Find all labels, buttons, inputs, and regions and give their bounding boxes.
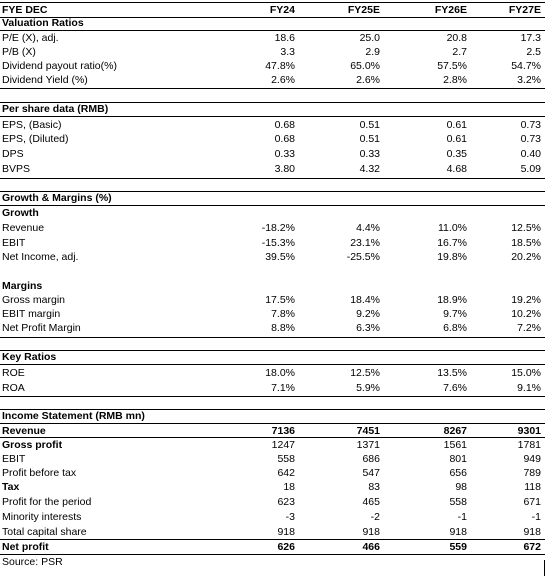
table-row: Revenue 7136 7451 8267 9301 <box>2 425 541 437</box>
edge-mark <box>544 560 545 576</box>
table-row: EPS, (Diluted) 0.68 0.51 0.61 0.73 <box>2 133 541 145</box>
section-rule <box>0 30 545 31</box>
table-row: EBIT -15.3% 23.1% 16.7% 18.5% <box>2 237 541 249</box>
table-row: P/E (X), adj. 18.6 25.0 20.8 17.3 <box>2 32 541 44</box>
section-rule <box>0 337 545 338</box>
section-rule <box>0 423 545 424</box>
section-rule <box>0 364 545 365</box>
table-row: Tax 18 83 98 118 <box>2 481 541 493</box>
header-rule <box>0 17 545 18</box>
top-rule <box>0 2 545 3</box>
section-rule <box>0 409 545 410</box>
table-row: Net Profit Margin 8.8% 6.3% 6.8% 7.2% <box>2 322 541 334</box>
section-rule <box>0 350 545 351</box>
bottom-rule <box>0 554 545 555</box>
section-title-per-share: Per share data (RMB) <box>2 103 109 115</box>
year-fy25e: FY25E <box>347 4 380 16</box>
section-title-income-statement: Income Statement (RMB mn) <box>2 410 145 422</box>
section-rule <box>0 205 545 206</box>
section-rule <box>0 396 545 397</box>
subsection-title-margins: Margins <box>2 280 43 292</box>
header-row: FYE DEC FY24 FY25E FY26E FY27E <box>0 3 545 17</box>
table-row: Dividend payout ratio(%) 47.8% 65.0% 57.… <box>2 60 541 72</box>
section-rule <box>0 88 545 89</box>
table-row: Profit for the period 623 465 558 671 <box>2 496 541 508</box>
section-rule <box>0 116 545 117</box>
table-row: Profit before tax 642 547 656 789 <box>2 467 541 479</box>
year-fy26e: FY26E <box>434 4 467 16</box>
table-row: Minority interests -3 -2 -1 -1 <box>2 511 541 523</box>
section-title-growth-margins: Growth & Margins (%) <box>2 192 112 204</box>
section-title-valuation: Valuation Ratios <box>2 17 84 29</box>
section-title-key-ratios: Key Ratios <box>2 351 57 363</box>
year-fy27e: FY27E <box>508 4 541 16</box>
table-row: Gross margin 17.5% 18.4% 18.9% 19.2% <box>2 294 541 306</box>
table-row: Revenue -18.2% 4.4% 11.0% 12.5% <box>2 222 541 234</box>
table-row: ROA 7.1% 5.9% 7.6% 9.1% <box>2 382 541 394</box>
source-note: Source: PSR <box>2 556 63 568</box>
table-row: EBIT 558 686 801 949 <box>2 453 541 465</box>
row-rule <box>0 539 545 540</box>
table-row: EPS, (Basic) 0.68 0.51 0.61 0.73 <box>2 119 541 131</box>
table-row: DPS 0.33 0.33 0.35 0.40 <box>2 148 541 160</box>
section-rule <box>0 191 545 192</box>
table-row: P/B (X) 3.3 2.9 2.7 2.5 <box>2 46 541 58</box>
table-row: Gross profit 1247 1371 1561 1781 <box>2 439 541 451</box>
subsection-title-growth: Growth <box>2 207 39 219</box>
table-row: BVPS 3.80 4.32 4.68 5.09 <box>2 163 541 175</box>
row-rule <box>0 437 545 438</box>
table-row: Dividend Yield (%) 2.6% 2.6% 2.8% 3.2% <box>2 74 541 86</box>
table-row: Total capital share 918 918 918 918 <box>2 526 541 538</box>
table-row: Net profit 626 466 559 672 <box>2 541 541 553</box>
year-fy24: FY24 <box>269 4 295 16</box>
header-label: FYE DEC <box>2 4 48 16</box>
section-rule <box>0 178 545 179</box>
section-rule <box>0 102 545 103</box>
table-row: Net Income, adj. 39.5% -25.5% 19.8% 20.2… <box>2 251 541 263</box>
table-row: ROE 18.0% 12.5% 13.5% 15.0% <box>2 367 541 379</box>
table-row: EBIT margin 7.8% 9.2% 9.7% 10.2% <box>2 308 541 320</box>
